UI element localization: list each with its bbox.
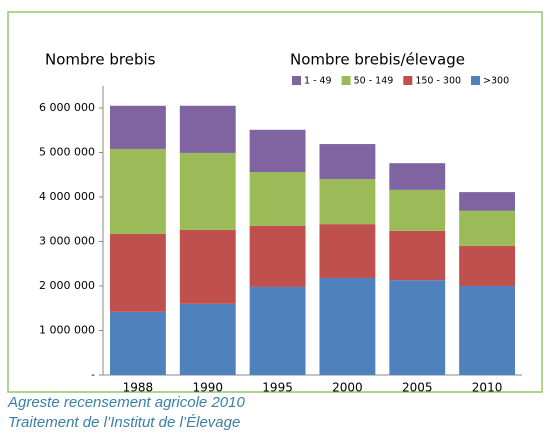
bar-segment — [249, 286, 306, 375]
bar-segment — [179, 152, 236, 230]
y-tick-label: - — [91, 368, 95, 381]
x-tick-label: 2000 — [332, 381, 363, 395]
bar-segment — [319, 277, 376, 375]
y-tick-label: 6 000 000 — [39, 101, 95, 114]
bar-segment — [179, 105, 236, 153]
y-tick-label: 1 000 000 — [39, 324, 95, 337]
bar-segment — [459, 286, 516, 375]
bar-segment — [319, 224, 376, 278]
bar-segment — [249, 129, 306, 173]
bar-segment — [319, 179, 376, 225]
y-tick-label: 4 000 000 — [39, 190, 95, 203]
bar-segment — [249, 172, 306, 226]
bar-segment — [459, 192, 516, 211]
bar-segment — [319, 144, 376, 180]
x-tick-label: 1990 — [192, 381, 223, 395]
bar-segment — [179, 303, 236, 375]
source-line: Agreste recensement agricole 2010 — [8, 394, 245, 411]
bar-segment — [459, 210, 516, 246]
x-tick-label: 1988 — [123, 381, 154, 395]
bar-segment — [179, 229, 236, 304]
bar-segment — [389, 189, 446, 231]
chart-title: Nombre brebis — [45, 51, 156, 69]
bar-segment — [109, 105, 166, 149]
x-tick-label: 2005 — [402, 381, 433, 395]
bar-segment — [389, 163, 446, 190]
legend-label: 1 - 49 — [304, 76, 332, 87]
x-tick-label: 2010 — [472, 381, 503, 395]
bar-segment — [249, 225, 306, 287]
legend-label: 150 - 300 — [415, 76, 461, 87]
source-line: Traitement de l’Institut de l’Élevage — [8, 414, 241, 431]
bar-segment — [389, 280, 446, 375]
y-tick-label: 2 000 000 — [39, 279, 95, 292]
y-tick-label: 3 000 000 — [39, 235, 95, 248]
bar-segment — [109, 233, 166, 312]
legend-title: Nombre brebis/élevage — [290, 51, 465, 69]
bar-segment — [459, 245, 516, 286]
x-tick-label: 1995 — [262, 381, 293, 395]
legend-swatch — [341, 76, 351, 85]
y-tick-label: 5 000 000 — [39, 146, 95, 159]
legend-label: >300 — [483, 76, 509, 87]
legend-swatch — [471, 76, 481, 85]
legend-swatch — [292, 76, 301, 85]
legend-label: 50 - 149 — [354, 76, 394, 87]
bar-segment — [389, 230, 446, 281]
bar-segment — [109, 148, 166, 234]
legend-swatch — [403, 76, 413, 85]
chart-frame — [7, 11, 543, 393]
bar-segment — [109, 311, 166, 375]
